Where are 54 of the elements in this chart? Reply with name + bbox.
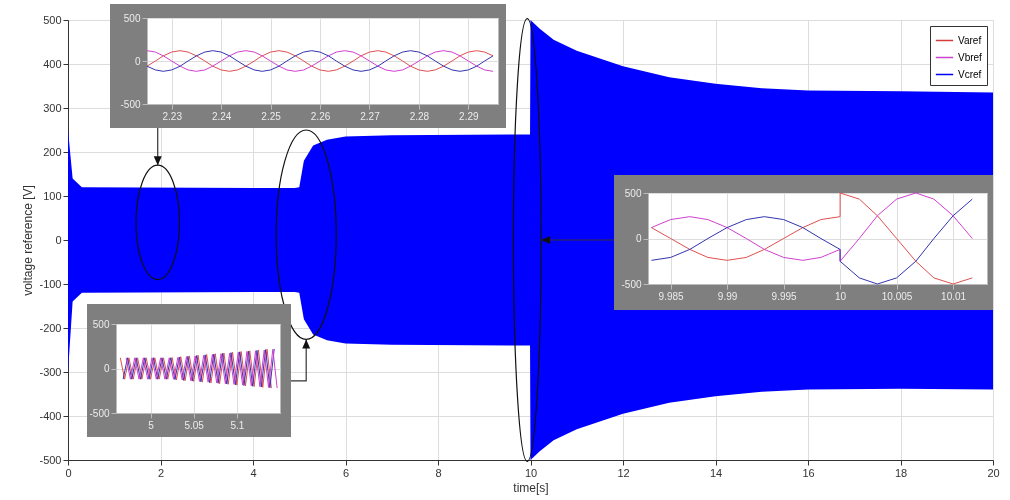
x-axis-title: time[s] bbox=[513, 480, 549, 495]
y-tick-label: -500 bbox=[89, 407, 110, 419]
line-series bbox=[146, 50, 494, 72]
y-tick-label: -500 bbox=[120, 98, 141, 110]
y-axis-title: voltage reference [V] bbox=[21, 185, 36, 296]
x-tick-label: 10.01 bbox=[941, 290, 967, 302]
y-tick-label: -400 bbox=[39, 409, 62, 422]
x-tick-label: 5.1 bbox=[230, 419, 245, 431]
x-tick-label: 6 bbox=[342, 466, 350, 479]
y-tick-label: 0 bbox=[635, 233, 642, 244]
line-series bbox=[650, 192, 973, 262]
x-tick-label: 8 bbox=[435, 466, 442, 479]
x-tick-label: 2.23 bbox=[162, 110, 183, 122]
y-tick-label: 300 bbox=[43, 101, 62, 114]
y-tick-label: 500 bbox=[624, 187, 642, 199]
y-tick-label: 500 bbox=[92, 318, 110, 330]
y-tick-label: 400 bbox=[43, 57, 62, 70]
y-tick-label: 500 bbox=[123, 12, 141, 24]
x-tick-label: 9.995 bbox=[771, 290, 798, 302]
x-tick-label: 4 bbox=[250, 466, 257, 479]
y-tick-label: 200 bbox=[43, 145, 62, 158]
x-tick-label: 2.25 bbox=[261, 110, 282, 122]
y-tick-label: -300 bbox=[39, 365, 62, 378]
x-tick-label: 9.985 bbox=[658, 290, 685, 302]
y-tick-label: 0 bbox=[134, 55, 141, 67]
y-tick-label: 0 bbox=[55, 233, 62, 246]
legend-label: Varef bbox=[958, 34, 982, 46]
y-tick-label: 100 bbox=[43, 189, 62, 202]
y-tick-label: 0 bbox=[103, 363, 110, 374]
legend-label: Vcref bbox=[958, 68, 982, 80]
x-tick-label: 2.29 bbox=[459, 110, 480, 122]
x-tick-label: 18 bbox=[894, 466, 908, 479]
y-tick-label: -500 bbox=[621, 278, 642, 290]
legend-label: Vbref bbox=[958, 51, 983, 63]
y-tick-label: -200 bbox=[39, 321, 62, 334]
x-tick-label: 5 bbox=[148, 419, 155, 431]
x-tick-label: 0 bbox=[65, 466, 72, 479]
x-tick-label: 20 bbox=[987, 466, 1000, 479]
y-tick-label: -100 bbox=[39, 277, 62, 290]
x-tick-label: 2 bbox=[157, 466, 165, 479]
y-tick-label: -500 bbox=[39, 453, 62, 466]
x-tick-label: 12 bbox=[617, 466, 630, 479]
x-tick-label: 2.28 bbox=[409, 110, 430, 122]
x-tick-label: 16 bbox=[802, 466, 815, 479]
x-tick-label: 2.26 bbox=[310, 110, 331, 122]
x-tick-label: 10.005 bbox=[881, 290, 913, 302]
y-tick-label: 500 bbox=[43, 13, 62, 26]
x-tick-label: 9.99 bbox=[717, 290, 738, 302]
x-tick-label: 2.24 bbox=[211, 110, 232, 122]
x-tick-label: 5.05 bbox=[184, 419, 205, 431]
x-tick-label: 10 bbox=[524, 466, 538, 479]
x-tick-label: 2.27 bbox=[360, 110, 381, 122]
x-tick-label: 14 bbox=[709, 466, 723, 479]
x-tick-label: 10 bbox=[835, 290, 847, 302]
